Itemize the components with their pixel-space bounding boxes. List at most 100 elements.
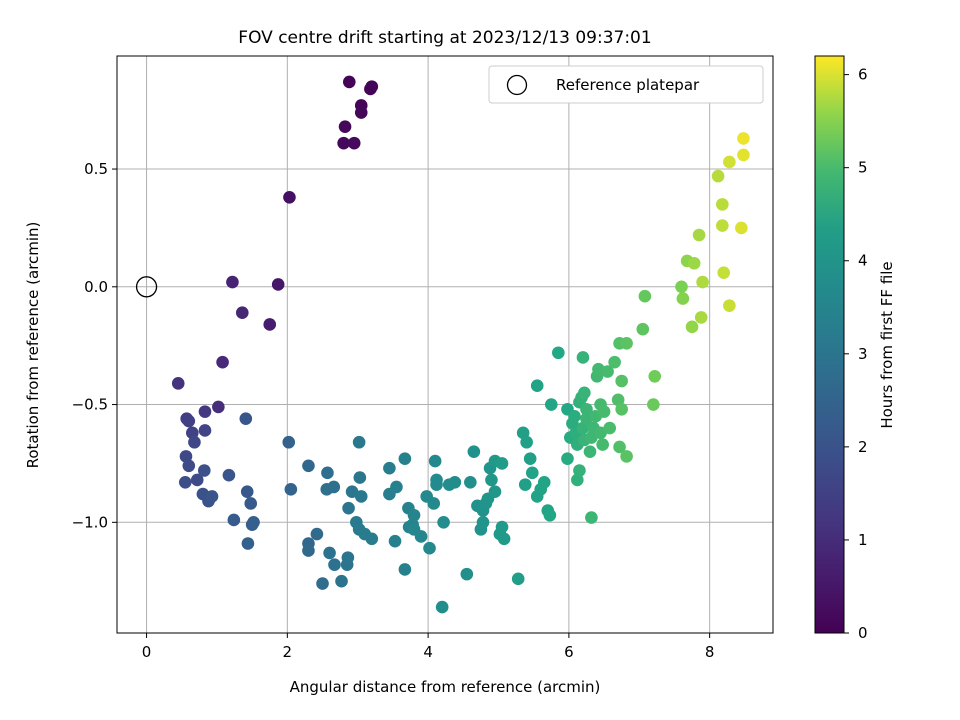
data-point — [696, 275, 709, 289]
data-point — [608, 355, 621, 369]
x-axis-label: Angular distance from reference (arcmin) — [290, 678, 601, 696]
data-point — [716, 198, 729, 211]
data-point — [520, 435, 533, 449]
data-point — [495, 520, 509, 534]
data-point — [239, 412, 253, 425]
data-point — [283, 191, 296, 204]
data-point — [354, 106, 368, 119]
data-point — [244, 497, 258, 510]
data-point — [414, 530, 428, 543]
data-point — [271, 278, 285, 291]
data-point — [596, 438, 609, 451]
x-tick-label: 2 — [283, 643, 293, 661]
y-tick-label: 0.5 — [84, 160, 108, 178]
data-point — [338, 120, 352, 133]
data-point — [568, 410, 581, 423]
data-point — [222, 468, 236, 482]
data-point — [212, 400, 225, 414]
data-point — [615, 402, 628, 416]
data-point — [488, 485, 502, 498]
colorbar-tick-label: 3 — [858, 345, 868, 363]
data-point — [467, 445, 481, 458]
data-point — [603, 421, 617, 435]
data-point — [182, 414, 196, 428]
colorbar-label: Hours from first FF file — [878, 261, 896, 428]
data-point — [171, 377, 185, 390]
data-point — [423, 541, 436, 555]
data-point — [263, 318, 277, 331]
data-point — [497, 532, 511, 546]
data-point — [354, 490, 368, 503]
legend-entry-reference: Reference platepar — [556, 76, 700, 94]
data-point — [428, 454, 442, 468]
x-axis-ticks: 0 2 4 6 8 — [142, 633, 715, 661]
data-point — [711, 169, 725, 183]
colorbar-tick-label: 4 — [858, 252, 868, 270]
colorbar-tick-label: 0 — [858, 624, 868, 642]
data-point — [585, 511, 598, 524]
data-point — [302, 459, 315, 473]
data-point — [327, 480, 341, 494]
legend-marker-reference — [506, 74, 528, 96]
data-point — [337, 136, 350, 150]
data-point — [648, 369, 662, 383]
data-point — [186, 426, 199, 440]
data-point — [427, 497, 441, 510]
data-point — [407, 508, 421, 522]
data-point — [573, 464, 586, 477]
data-point — [182, 459, 196, 473]
data-point — [205, 490, 219, 503]
data-point — [352, 435, 366, 449]
data-point — [284, 483, 298, 496]
data-point — [197, 464, 211, 477]
data-point — [601, 365, 614, 378]
y-axis-label: Rotation from reference (arcmin) — [24, 222, 42, 469]
data-point — [723, 155, 736, 169]
data-point — [188, 435, 201, 449]
data-point — [335, 574, 348, 588]
data-point — [676, 292, 690, 305]
grid — [117, 56, 773, 633]
data-point — [620, 450, 633, 463]
reference-marker — [135, 276, 158, 298]
chart-title: FOV centre drift starting at 2023/12/13 … — [238, 28, 651, 48]
data-point — [198, 424, 212, 437]
data-point — [687, 256, 701, 270]
data-point — [530, 379, 544, 393]
data-point — [716, 219, 729, 232]
data-point — [578, 386, 591, 400]
colorbar-tick-label: 2 — [858, 438, 868, 456]
reference-platepar-marker — [135, 276, 158, 298]
data-point — [388, 534, 402, 548]
data-point — [518, 478, 532, 491]
plot-frame — [116, 55, 774, 634]
data-point — [435, 600, 449, 614]
data-point — [694, 311, 708, 324]
data-point — [323, 546, 336, 560]
data-point — [543, 508, 557, 522]
y-tick-label: 0.0 — [84, 278, 108, 296]
data-point — [226, 275, 239, 289]
data-point — [241, 537, 255, 550]
colorbar-tick-label: 5 — [858, 159, 868, 177]
data-point — [282, 435, 296, 449]
legend: Reference platepar — [488, 65, 764, 104]
x-tick-label: 8 — [705, 643, 715, 661]
data-point — [647, 398, 660, 411]
data-point — [341, 551, 355, 564]
data-point — [460, 567, 474, 581]
data-point — [383, 461, 396, 475]
y-tick-label: −0.5 — [72, 396, 108, 414]
data-point — [390, 480, 403, 494]
data-point — [398, 563, 412, 576]
data-point — [495, 457, 509, 470]
data-point — [613, 440, 626, 454]
data-point — [723, 299, 736, 312]
data-point — [316, 577, 329, 590]
data-point — [525, 466, 539, 480]
x-tick-label: 0 — [142, 643, 152, 661]
colorbar-ticks: 0 1 2 3 4 5 6 — [844, 66, 868, 642]
data-point — [365, 532, 379, 546]
data-point — [328, 558, 341, 572]
data-point — [735, 221, 748, 235]
